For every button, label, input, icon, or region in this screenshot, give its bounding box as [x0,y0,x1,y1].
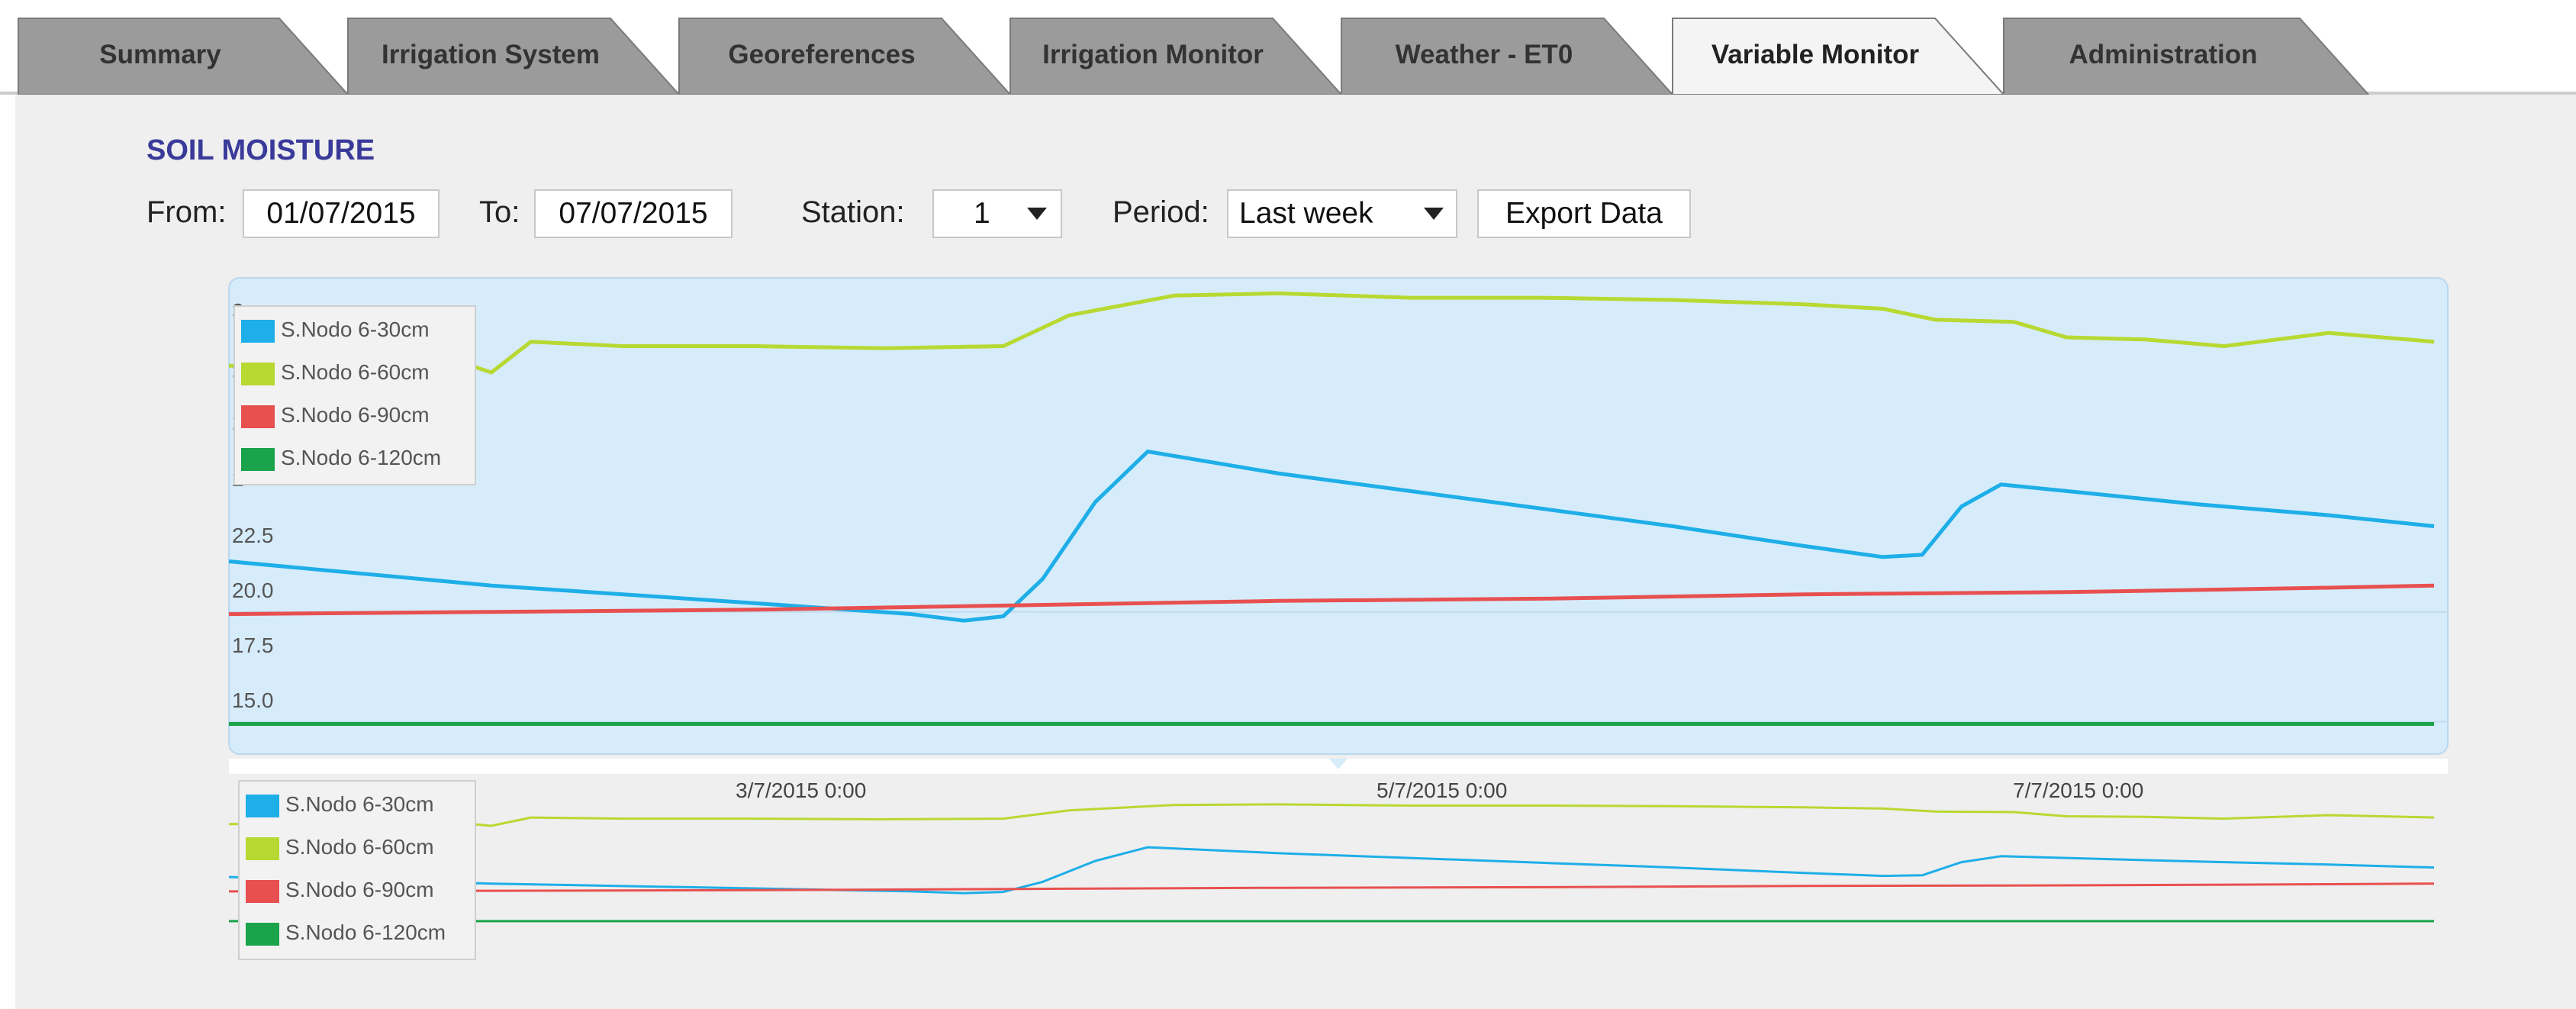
tab-bar-shapes [0,18,2576,95]
from-label: From: [147,195,227,229]
series-line-s-nodo-6-30cm[interactable] [228,846,2435,895]
legend-label: S.Nodo 6-60cm [285,835,434,859]
legend-label: S.Nodo 6-60cm [281,360,430,384]
period-select[interactable]: Last week [1227,189,1457,238]
station-value: 1 [974,197,990,230]
x-tick-3-7: 3/7/2015 0:00 [736,779,867,802]
export-data-button[interactable]: Export Data [1477,189,1691,238]
tab-variable-monitor[interactable]: Variable Monitor [1711,40,1920,69]
tab-administration[interactable]: Administration [2069,40,2258,69]
to-date-input[interactable]: 07/07/2015 [534,189,733,238]
series-line-s-nodo-6-90cm[interactable] [228,583,2435,617]
legend-swatch [241,405,275,428]
legend-swatch [246,795,279,817]
legend-label: S.Nodo 6-90cm [285,878,434,901]
tab-summary[interactable]: Summary [99,40,221,69]
series-line-s-nodo-6-60cm[interactable] [228,291,2435,375]
legend-swatch [241,320,275,343]
from-date-input[interactable]: 01/07/2015 [243,189,440,238]
legend-swatch [246,923,279,946]
series-line-s-nodo-6-90cm[interactable] [228,882,2435,893]
y-tick-22-5: 22.5 [232,524,274,547]
series-line-s-nodo-6-60cm[interactable] [228,803,2435,827]
section-title: SOIL MOISTURE [147,134,375,166]
station-label: Station: [801,195,905,229]
station-select[interactable]: 1 [932,189,1062,238]
chevron-down-icon [1027,208,1047,220]
legend-swatch [246,880,279,903]
legend-label: S.Nodo 6-30cm [281,318,430,341]
navigator-handle[interactable] [1329,759,1348,769]
legend-swatch [241,363,275,385]
chevron-down-icon [1424,208,1444,220]
y-tick-17-5: 17.5 [232,633,274,657]
period-value: Last week [1239,197,1373,230]
legend-swatch [241,448,275,471]
y-tick-15-0: 15.0 [232,688,274,712]
legend-label: S.Nodo 6-120cm [285,920,446,944]
series-line-s-nodo-6-30cm[interactable] [228,450,2435,623]
x-tick-7-7: 7/7/2015 0:00 [2013,779,2144,802]
y-tick-20-0: 20.0 [232,579,274,602]
plot-area [228,277,2449,755]
legend-label: S.Nodo 6-120cm [281,446,442,469]
x-tick-5-7: 5/7/2015 0:00 [1377,779,1508,802]
tab-irrigation-system[interactable]: Irrigation System [382,40,600,69]
tab-bar: Summary Irrigation System Georeferences … [0,0,2576,95]
legend-label: S.Nodo 6-30cm [285,792,434,816]
to-label: To: [479,195,520,229]
tab-georeferences[interactable]: Georeferences [728,40,916,69]
tab-weather-et0[interactable]: Weather - ET0 [1395,40,1573,69]
period-label: Period: [1113,195,1209,229]
navigator-legend: S.Nodo 6-30cm S.Nodo 6-60cm S.Nodo 6-90c… [238,780,476,960]
legend-label: S.Nodo 6-90cm [281,403,430,427]
main-legend: S.Nodo 6-30cm S.Nodo 6-60cm S.Nodo 6-90c… [233,305,476,485]
tab-irrigation-monitor[interactable]: Irrigation Monitor [1042,40,1264,69]
legend-swatch [246,837,279,860]
